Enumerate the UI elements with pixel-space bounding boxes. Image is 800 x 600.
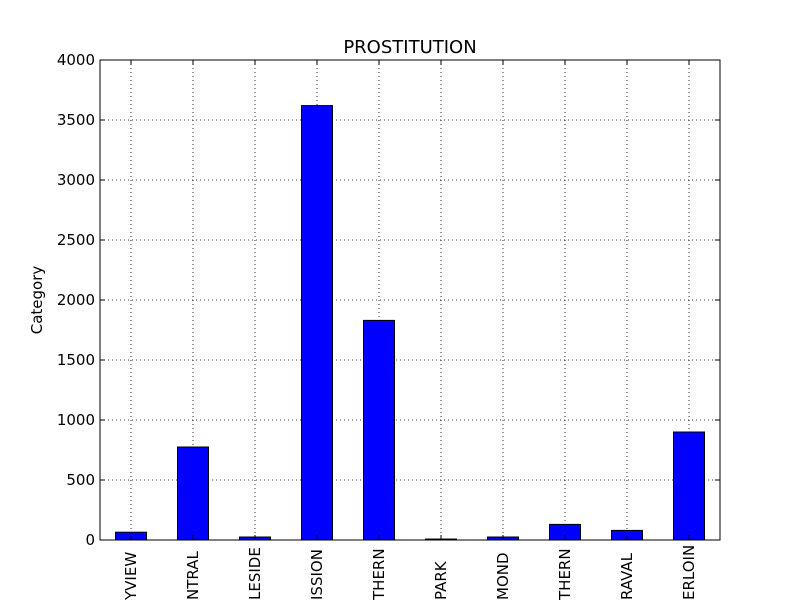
y-axis-label: Category — [28, 266, 46, 335]
x-tick-labels: YVIEW NTRAL LESIDE ISSION THERN PARK MOND THERN… — [122, 545, 698, 600]
bar-mission — [301, 105, 333, 541]
x-tick-label: THERN — [370, 548, 388, 600]
y-tick-label: 3500 — [57, 111, 95, 129]
x-tick-label: YVIEW — [122, 552, 140, 600]
y-tick-label: 0 — [85, 531, 95, 549]
x-tick-label: RAVAL — [618, 552, 636, 600]
x-tick-label: PARK — [432, 560, 450, 600]
x-tick-label: ERLOIN — [680, 545, 698, 600]
bars — [115, 105, 705, 541]
chart-title: PROSTITUTION — [343, 37, 476, 58]
y-tick-label: 4000 — [57, 51, 95, 69]
y-tick-label: 1500 — [57, 351, 95, 369]
y-tick-label: 2500 — [57, 231, 95, 249]
x-tick-label: MOND — [494, 552, 512, 600]
x-tick-label: LESIDE — [246, 547, 264, 600]
x-tick-label: THERN — [556, 548, 574, 600]
bar-central — [177, 446, 209, 541]
ticks — [100, 59, 720, 541]
bar-tenderloin — [673, 431, 705, 541]
y-tick-label: 500 — [66, 471, 95, 489]
y-tick-label: 2000 — [57, 291, 95, 309]
x-tick-label: ISSION — [308, 549, 326, 600]
y-tick-label: 3000 — [57, 171, 95, 189]
y-tick-labels: 0 500 1000 1500 2000 2500 3000 3500 4000 — [57, 51, 95, 549]
x-tick-label: NTRAL — [184, 551, 202, 600]
bar-northern — [363, 319, 395, 541]
y-tick-label: 1000 — [57, 411, 95, 429]
